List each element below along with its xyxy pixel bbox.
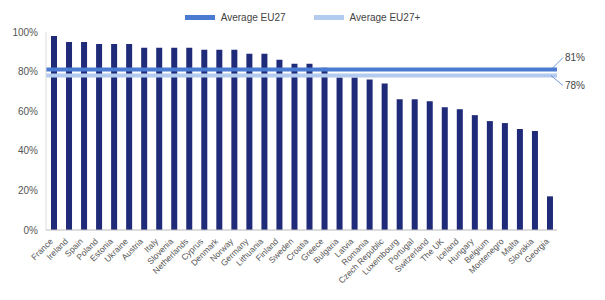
svg-text:Iceland: Iceland bbox=[434, 236, 461, 263]
svg-text:40%: 40% bbox=[18, 145, 38, 156]
html-text:Average EU27: Average EU27 bbox=[220, 11, 286, 23]
svg-text:60%: 60% bbox=[18, 106, 38, 117]
svg-text:0%: 0% bbox=[24, 225, 39, 236]
svg-text:Lithuania: Lithuania bbox=[233, 236, 266, 268]
svg-text:Georgia: Georgia bbox=[522, 236, 551, 265]
svg-text:Spain: Spain bbox=[62, 236, 85, 259]
svg-text:Slovakia: Slovakia bbox=[506, 236, 536, 267]
svg-text:Latvia: Latvia bbox=[332, 236, 356, 260]
svg-text:Romania: Romania bbox=[339, 236, 371, 268]
svg-text:The UK: The UK bbox=[418, 236, 446, 264]
svg-text:Germany: Germany bbox=[218, 236, 251, 269]
svg-text:78%: 78% bbox=[565, 80, 585, 91]
svg-text:80%: 80% bbox=[18, 66, 38, 77]
svg-text:Montenegro: Montenegro bbox=[467, 236, 506, 275]
svg-text:Croatia: Croatia bbox=[284, 236, 311, 263]
svg-text:Portugal: Portugal bbox=[386, 236, 416, 266]
svg-text:Italy: Italy bbox=[142, 236, 161, 255]
svg-text:Norway: Norway bbox=[207, 236, 236, 264]
svg-text:Sweden: Sweden bbox=[266, 236, 296, 266]
svg-text:Ireland: Ireland bbox=[44, 236, 70, 262]
svg-text:Denmark: Denmark bbox=[188, 236, 221, 268]
svg-text:Estonia: Estonia bbox=[87, 236, 115, 264]
svg-text:Finland: Finland bbox=[253, 236, 281, 264]
svg-text:France: France bbox=[29, 236, 55, 263]
svg-text:Netherlands: Netherlands bbox=[150, 236, 191, 276]
html-text:Average EU27+: Average EU27+ bbox=[349, 11, 421, 23]
svg-text:Belgium: Belgium bbox=[462, 236, 491, 266]
svg-text:20%: 20% bbox=[18, 185, 38, 196]
svg-text:Greece: Greece bbox=[298, 236, 326, 264]
svg-text:Slovenia: Slovenia bbox=[145, 236, 176, 267]
svg-text:Poland: Poland bbox=[74, 236, 100, 263]
svg-text:Luxembourg: Luxembourg bbox=[360, 236, 401, 277]
svg-text:Ukraine: Ukraine bbox=[102, 236, 131, 265]
svg-text:81%: 81% bbox=[565, 52, 585, 63]
svg-text:Malta: Malta bbox=[499, 236, 521, 259]
svg-text:Bulgaria: Bulgaria bbox=[311, 236, 341, 266]
svg-text:Austria: Austria bbox=[119, 236, 145, 262]
svg-text:Czech Republic: Czech Republic bbox=[336, 236, 386, 286]
svg-text:Switzerland: Switzerland bbox=[392, 236, 431, 275]
svg-text:Cyprus: Cyprus bbox=[179, 236, 206, 263]
svg-text:100%: 100% bbox=[12, 27, 38, 38]
svg-text:Hungary: Hungary bbox=[446, 236, 476, 267]
